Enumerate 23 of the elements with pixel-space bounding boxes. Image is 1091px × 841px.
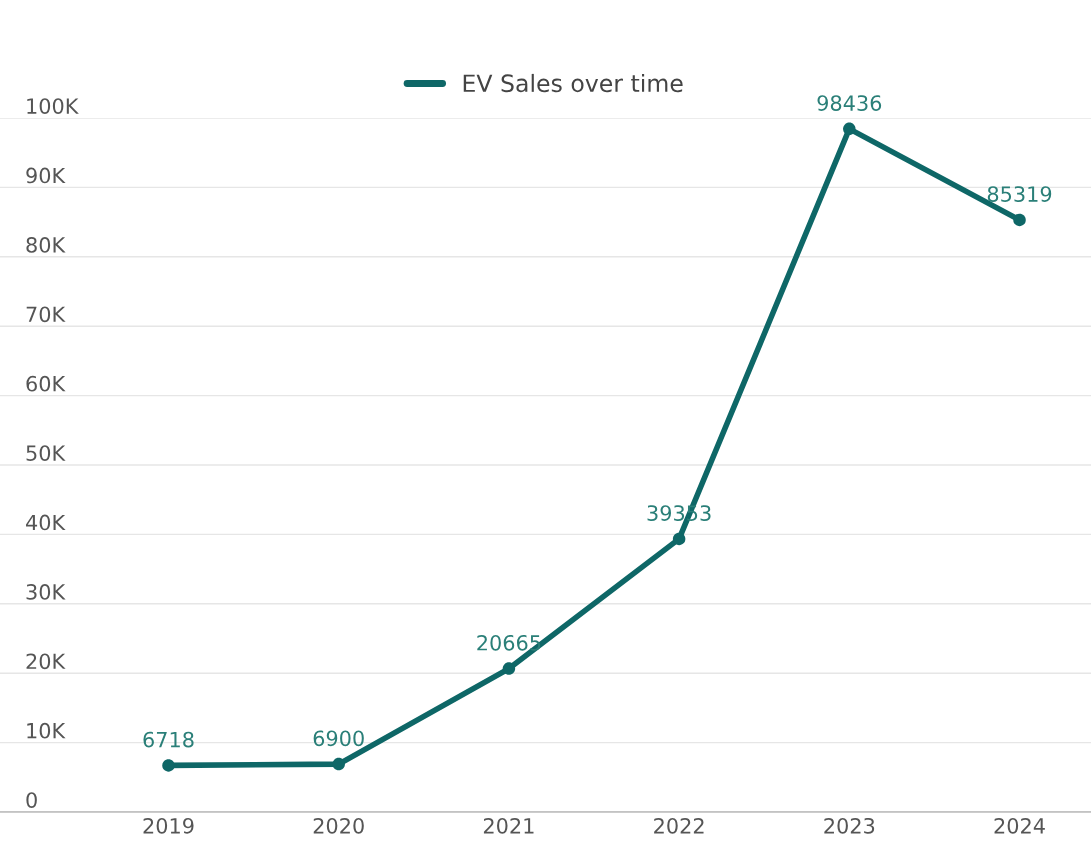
y-tick-label: 30K [26,584,66,600]
data-label: 98436 [817,95,882,111]
data-label: 85319 [987,186,1052,202]
x-tick-label: 2020 [313,817,364,834]
x-tick-label: 2023 [824,817,875,834]
x-tick-label: 2019 [143,817,194,834]
y-tick-label: 80K [26,237,66,253]
y-tick-label: 70K [26,306,66,323]
x-tick-label: 2022 [654,817,704,834]
y-tick-label: 90K [26,167,66,184]
x-tick-label: 2024 [994,817,1045,834]
y-tick-label: 10K [27,722,66,739]
y-tick-label: 40K [26,514,66,531]
y-tick-label: 0 [26,792,37,808]
y-tick-label: 50K [26,445,66,461]
data-label: 6718 [143,731,194,748]
y-tick-label: 20K [26,653,66,670]
data-label: 20665 [477,634,541,651]
legend-label: EV Sales over time [463,73,683,93]
y-tick-label: 60K [26,375,66,392]
data-label: 6900 [313,730,364,747]
x-tick-label: 2021 [483,817,534,834]
y-tick-label: 100K [27,98,79,114]
